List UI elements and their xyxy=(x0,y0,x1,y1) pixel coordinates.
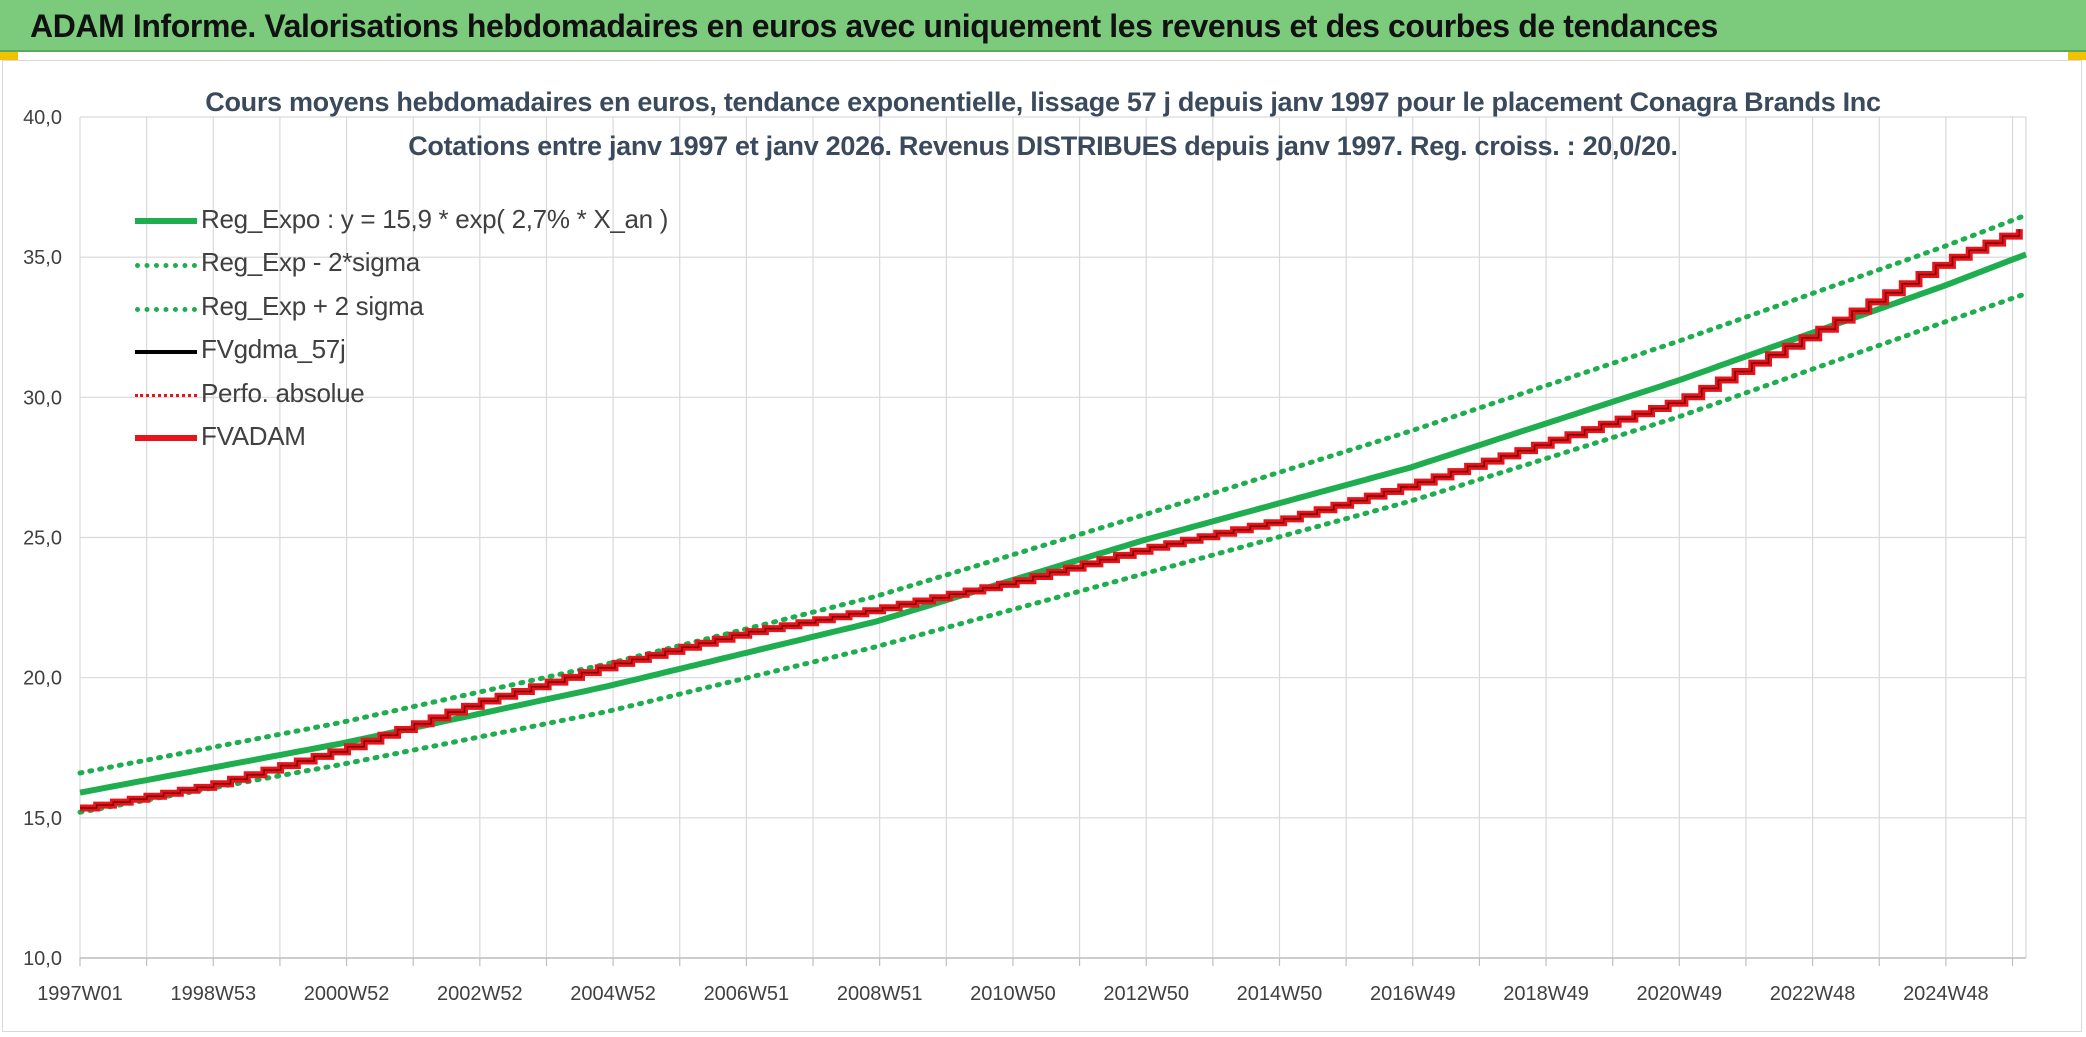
x-tick-label: 1997W01 xyxy=(37,983,123,1005)
x-tick-label: 2012W50 xyxy=(1103,983,1189,1005)
y-tick-label: 35,0 xyxy=(23,247,62,269)
x-tick-label: 2000W52 xyxy=(304,983,390,1005)
y-tick-label: 15,0 xyxy=(23,808,62,830)
header-banner: ADAM Informe. Valorisations hebdomadaire… xyxy=(0,0,2086,52)
legend-swatch-solid-black xyxy=(135,350,197,355)
legend-label: Perfo. absolue xyxy=(201,377,365,408)
x-tick-label: 2024W48 xyxy=(1903,983,1989,1005)
series-layer xyxy=(77,212,2029,815)
y-tick-label: 25,0 xyxy=(23,528,62,550)
legend-label: FVgdma_57j xyxy=(201,334,346,365)
axis-layer: 10,0 15,0 20,0 25,0 30,0 35,0 40,0 1997W01 1998W… xyxy=(23,107,2026,1005)
x-tick-label: 2002W52 xyxy=(437,983,523,1005)
x-tick-label: 2016W49 xyxy=(1370,983,1456,1005)
chart-frame xyxy=(2,60,2082,1032)
series-line-fvgdma-57j xyxy=(80,229,2021,809)
x-tick-label: 2006W51 xyxy=(704,983,790,1005)
x-tick-label: 2010W50 xyxy=(970,983,1056,1005)
x-tick-label: 2020W49 xyxy=(1637,983,1723,1005)
corner-mark-left xyxy=(0,52,18,60)
legend-swatch-dotted-red xyxy=(135,393,197,397)
legend-swatch-dotted-green xyxy=(135,263,197,269)
legend-swatch-solid-green xyxy=(135,218,197,224)
legend-label: Reg_Expo : y = 15,9 * exp( 2,7% * X_an ) xyxy=(201,204,669,234)
grid-layer xyxy=(79,116,2027,959)
legend-label: Reg_Exp + 2 sigma xyxy=(201,290,424,321)
x-tick-label: 2014W50 xyxy=(1237,983,1323,1005)
x-tick-label: 1998W53 xyxy=(170,983,256,1005)
y-tick-label: 10,0 xyxy=(23,948,62,970)
legend-label: FVADAM xyxy=(201,420,306,451)
series-line-reg-exp-plus-2-sigma xyxy=(77,212,2029,776)
y-tick-label: 30,0 xyxy=(23,387,62,409)
x-tick-label: 2018W49 xyxy=(1503,983,1589,1005)
chart-title-line-2: Cotations entre janv 1997 et janv 2026. … xyxy=(408,131,1678,161)
corner-mark-right xyxy=(2068,52,2086,60)
series-line-reg-exp-minus-2-sigma xyxy=(77,291,2029,815)
chart-title-line-1: Cours moyens hebdomadaires en euros, ten… xyxy=(205,87,1881,117)
x-tick-label: 2008W51 xyxy=(837,983,923,1005)
legend-swatch-solid-red xyxy=(135,434,197,441)
y-tick-label: 20,0 xyxy=(23,668,62,690)
series-line-reg-expo xyxy=(79,251,2028,796)
legend-swatch-dotted-green xyxy=(135,306,197,312)
legend-label: Reg_Exp - 2*sigma xyxy=(201,247,420,278)
x-tick-label: 2022W48 xyxy=(1770,983,1856,1005)
y-tick-label: 40,0 xyxy=(23,107,62,129)
report-title: ADAM Informe. Valorisations hebdomadaire… xyxy=(30,8,1718,44)
x-tick-label: 2004W52 xyxy=(570,983,656,1005)
